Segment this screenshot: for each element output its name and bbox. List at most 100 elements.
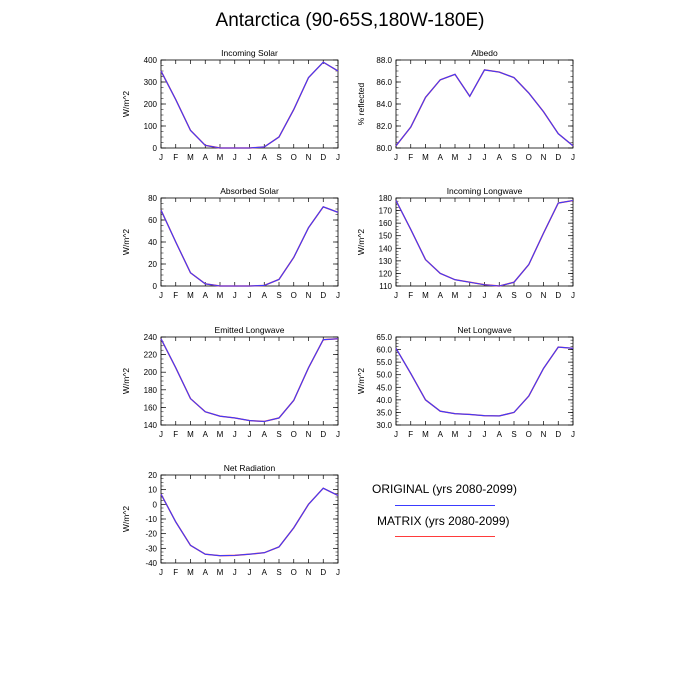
y-tick-label: 20	[148, 260, 157, 269]
y-axis-label: W/m^2	[356, 368, 366, 394]
y-tick-label: 400	[144, 56, 158, 65]
x-tick-label: A	[438, 291, 444, 300]
x-tick-label: M	[422, 153, 429, 162]
y-tick-label: -40	[145, 559, 157, 568]
series-line-original	[395, 199, 574, 287]
y-tick-label: 55.0	[376, 358, 392, 367]
x-tick-label: J	[468, 153, 472, 162]
series-line-matrix	[160, 205, 339, 287]
series-line-original	[160, 338, 339, 423]
y-tick-label: 0	[153, 500, 158, 509]
x-tick-label: F	[408, 430, 413, 439]
x-tick-label: S	[276, 568, 281, 577]
x-tick-label: S	[276, 153, 281, 162]
x-tick-label: O	[291, 153, 297, 162]
x-tick-label: F	[173, 568, 178, 577]
x-tick-label: A	[497, 153, 503, 162]
x-tick-label: O	[291, 291, 297, 300]
panel-frame	[395, 197, 574, 287]
y-tick-label: 35.0	[376, 408, 392, 417]
x-tick-label: F	[173, 153, 178, 162]
panel-title: Incoming Solar	[221, 48, 278, 58]
legend-matrix-label: MATRIX (yrs 2080-2099)	[377, 514, 510, 528]
x-tick-label: D	[320, 291, 326, 300]
x-tick-label: M	[217, 568, 224, 577]
y-tick-label: 60.0	[376, 346, 392, 355]
y-tick-label: 84.0	[376, 100, 392, 109]
x-tick-label: J	[159, 430, 163, 439]
panel-frame	[160, 197, 339, 287]
y-tick-label: 65.0	[376, 333, 392, 342]
x-tick-label: N	[306, 153, 312, 162]
panel-title: Incoming Longwave	[447, 186, 523, 196]
y-tick-label: 180	[144, 386, 158, 395]
y-tick-label: 0	[153, 144, 158, 153]
x-tick-label: M	[187, 291, 194, 300]
y-axis-label: W/m^2	[121, 368, 131, 394]
series-line-original	[160, 61, 339, 149]
y-tick-label: 160	[379, 219, 393, 228]
x-tick-label: D	[320, 430, 326, 439]
x-tick-label: J	[571, 153, 575, 162]
y-tick-label: 60	[148, 216, 157, 225]
x-tick-label: S	[511, 291, 516, 300]
y-tick-label: 160	[144, 403, 158, 412]
x-tick-label: J	[468, 291, 472, 300]
x-tick-label: M	[187, 153, 194, 162]
x-tick-label: M	[452, 430, 459, 439]
x-tick-label: D	[555, 153, 561, 162]
x-tick-label: J	[571, 291, 575, 300]
x-tick-label: J	[233, 430, 237, 439]
series-line-matrix	[395, 69, 574, 147]
x-tick-label: J	[336, 568, 340, 577]
y-axis-label: % reflected	[356, 82, 366, 125]
x-tick-label: A	[203, 430, 209, 439]
series-line-matrix	[160, 487, 339, 557]
x-tick-label: M	[422, 291, 429, 300]
x-tick-label: J	[394, 430, 398, 439]
x-tick-label: J	[394, 153, 398, 162]
series-line-original	[160, 206, 339, 287]
x-tick-label: S	[276, 291, 281, 300]
x-tick-label: J	[233, 153, 237, 162]
x-tick-label: M	[187, 430, 194, 439]
y-tick-label: 150	[379, 232, 393, 241]
y-tick-label: -10	[145, 515, 157, 524]
y-tick-label: 10	[148, 486, 157, 495]
y-axis-label: W/m^2	[121, 91, 131, 117]
x-tick-label: J	[248, 153, 252, 162]
x-tick-label: A	[203, 568, 209, 577]
x-tick-label: S	[276, 430, 281, 439]
y-tick-label: 220	[144, 351, 158, 360]
x-tick-label: M	[217, 430, 224, 439]
x-tick-label: A	[262, 430, 268, 439]
x-tick-label: J	[394, 291, 398, 300]
y-tick-label: 80.0	[376, 144, 392, 153]
x-tick-label: O	[291, 430, 297, 439]
x-tick-label: A	[497, 291, 503, 300]
panel-frame	[160, 474, 339, 564]
x-tick-label: J	[248, 430, 252, 439]
y-axis-label: W/m^2	[356, 229, 366, 255]
x-tick-label: J	[159, 291, 163, 300]
x-tick-label: M	[217, 291, 224, 300]
y-tick-label: 120	[379, 269, 393, 278]
x-tick-label: O	[526, 291, 532, 300]
y-tick-label: 30.0	[376, 421, 392, 430]
y-tick-label: 200	[144, 368, 158, 377]
x-tick-label: F	[173, 291, 178, 300]
x-tick-label: A	[438, 153, 444, 162]
panel-frame	[160, 336, 339, 426]
y-tick-label: 40.0	[376, 396, 392, 405]
x-tick-label: N	[306, 568, 312, 577]
x-tick-label: M	[452, 153, 459, 162]
x-tick-label: J	[336, 291, 340, 300]
x-tick-label: F	[408, 291, 413, 300]
x-tick-label: J	[233, 568, 237, 577]
x-tick-label: S	[511, 430, 516, 439]
x-tick-label: D	[555, 291, 561, 300]
y-tick-label: 170	[379, 207, 393, 216]
y-tick-label: 200	[144, 100, 158, 109]
y-tick-label: 82.0	[376, 122, 392, 131]
